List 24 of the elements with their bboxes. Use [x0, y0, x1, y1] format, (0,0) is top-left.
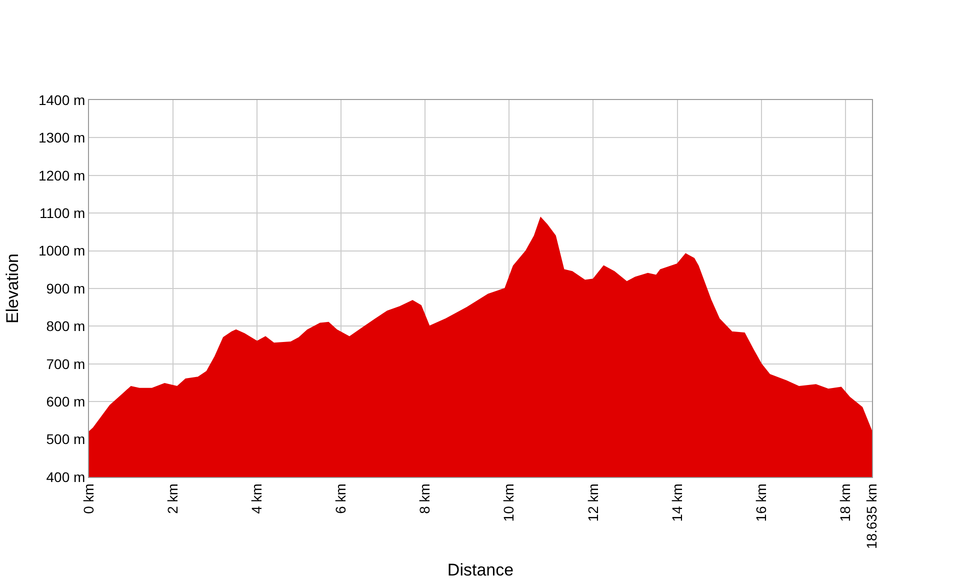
y-tick-label: 1300 m [38, 130, 86, 146]
x-tick-label: 8 km [416, 484, 433, 514]
y-tick-label: 1400 m [38, 92, 86, 108]
x-tick-label: 18 km [836, 484, 853, 522]
x-tick-label: 18.635 km [864, 484, 880, 549]
y-tick-label: 800 m [46, 318, 86, 334]
y-tick-label: 400 m [46, 468, 86, 485]
x-tick-label: 4 km [248, 484, 265, 514]
y-tick-label: 500 m [46, 431, 86, 448]
x-tick-label: 14 km [668, 484, 685, 522]
y-tick-label: 600 m [46, 394, 86, 410]
x-tick-label: 16 km [752, 484, 769, 522]
x-tick-label: 0 km [80, 484, 97, 514]
x-tick-label: 10 km [500, 484, 517, 522]
x-axis-title: Distance [447, 560, 514, 580]
y-tick-label: 900 m [46, 280, 86, 296]
y-tick-label: 1200 m [38, 167, 86, 184]
x-tick-label: 6 km [332, 484, 349, 514]
y-tick-label: 1100 m [40, 205, 86, 221]
y-axis-title: Elevation [3, 254, 22, 324]
x-tick-label: 2 km [164, 484, 181, 514]
y-tick-label: 700 m [46, 356, 86, 372]
y-tick-label: 1000 m [38, 242, 86, 259]
x-tick-label: 12 km [584, 484, 601, 522]
